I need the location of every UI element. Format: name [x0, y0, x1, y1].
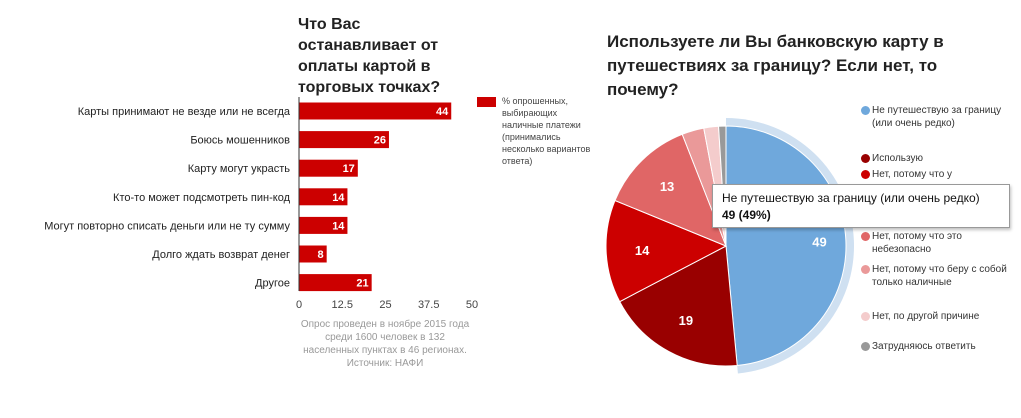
legend-dot-icon: [861, 265, 870, 274]
bar: [299, 216, 348, 234]
pie-chart-title: Используете ли Вы банковскую карту в пут…: [607, 32, 944, 99]
pie-legend-label: Затрудняюсь ответить: [872, 341, 976, 352]
bar-chart: Карты принимают не везде или не всегда 44…: [44, 97, 478, 311]
pie-legend-label: Нет, потому что это небезопасно: [872, 231, 962, 255]
pie-chart[interactable]: 49 19 14 13: [590, 100, 870, 390]
pie-legend-item[interactable]: Нет, потому что это небезопасно: [861, 230, 1007, 256]
pie-slice: [619, 245, 738, 367]
pie-tooltip: Не путешествую за границу (или очень ред…: [712, 184, 1010, 228]
pie-legend-label: Нет, по другой причине: [872, 311, 980, 322]
pie-slice: [725, 125, 847, 367]
legend-dot-icon: [861, 312, 870, 321]
pie-legend-label: Использую: [872, 153, 923, 164]
bar-chart-source-note: Опрос проведен в ноябре 2015 года среди …: [300, 319, 470, 369]
legend-dot-icon: [861, 232, 870, 241]
pie-legend-item[interactable]: Не путешествую за границу (или очень ред…: [861, 104, 1007, 130]
pie-legend-label: Не путешествую за границу (или очень ред…: [872, 105, 1002, 129]
bar-category-label: Долго ждать возврат денег: [152, 249, 290, 261]
x-tick-label: 25: [379, 299, 391, 311]
bar: [299, 159, 358, 177]
tooltip-value: 49 (49%): [722, 208, 771, 222]
bar-legend-label: % опрошенных, выбирающих наличные платеж…: [502, 96, 591, 166]
legend-dot-icon: [861, 106, 870, 115]
bar-category-label: Могут повторно списать деньги или не ту …: [44, 220, 290, 232]
pie-data-label: 13: [660, 179, 674, 194]
pie-legend-label: Нет, потому что беру с собой только нали…: [872, 264, 1007, 288]
bar-value-label: 8: [318, 249, 324, 261]
bar-value-label: 14: [332, 192, 345, 204]
bar-value-label: 21: [356, 278, 368, 290]
bar: [299, 245, 327, 263]
legend-dot-icon: [861, 342, 870, 351]
x-tick-label: 12.5: [332, 299, 353, 311]
tooltip-label: Не путешествую за границу (или очень ред…: [722, 191, 980, 205]
pie-legend-item[interactable]: Нет, по другой причине: [861, 310, 1007, 323]
pie-legend-label: Нет, потому что у: [872, 169, 953, 180]
pie-slice: [614, 133, 727, 247]
pie-data-label: 19: [679, 313, 693, 328]
bar-category-label: Карту могут украсть: [188, 163, 290, 175]
pie-data-label: 49: [812, 235, 826, 250]
bar: [299, 131, 389, 149]
pie-legend-item[interactable]: Нет, потому что беру с собой только нали…: [861, 263, 1007, 289]
x-tick-label: 50: [466, 299, 478, 311]
bar-value-label: 26: [374, 135, 386, 147]
x-tick-label: 37.5: [418, 299, 439, 311]
bar: [299, 188, 348, 206]
legend-dot-icon: [861, 154, 870, 163]
bar-category-label: Боюсь мошенников: [190, 135, 290, 147]
pie-legend-item[interactable]: Использую: [861, 152, 1007, 165]
bar-category-label: Кто-то может подсмотреть пин-код: [113, 192, 291, 204]
bar: [299, 274, 372, 292]
bar-legend-swatch: [477, 97, 496, 107]
pie-legend-item[interactable]: Затрудняюсь ответить: [861, 340, 1007, 353]
pie-legend-item[interactable]: Нет, потому что у: [861, 168, 1007, 181]
bar: [299, 102, 452, 120]
pie-slice: [605, 199, 728, 303]
bar-value-label: 14: [332, 220, 345, 232]
bar-chart-title: Что Вас останавливает от оплаты картой в…: [298, 16, 441, 96]
pie-data-label: 14: [635, 243, 650, 258]
legend-dot-icon: [861, 170, 870, 179]
bar-value-label: 17: [343, 163, 355, 175]
bar-category-label: Карты принимают не везде или не всегда: [78, 106, 291, 118]
bar-category-label: Другое: [255, 278, 290, 290]
x-tick-label: 0: [296, 299, 302, 311]
bar-value-label: 44: [436, 106, 449, 118]
